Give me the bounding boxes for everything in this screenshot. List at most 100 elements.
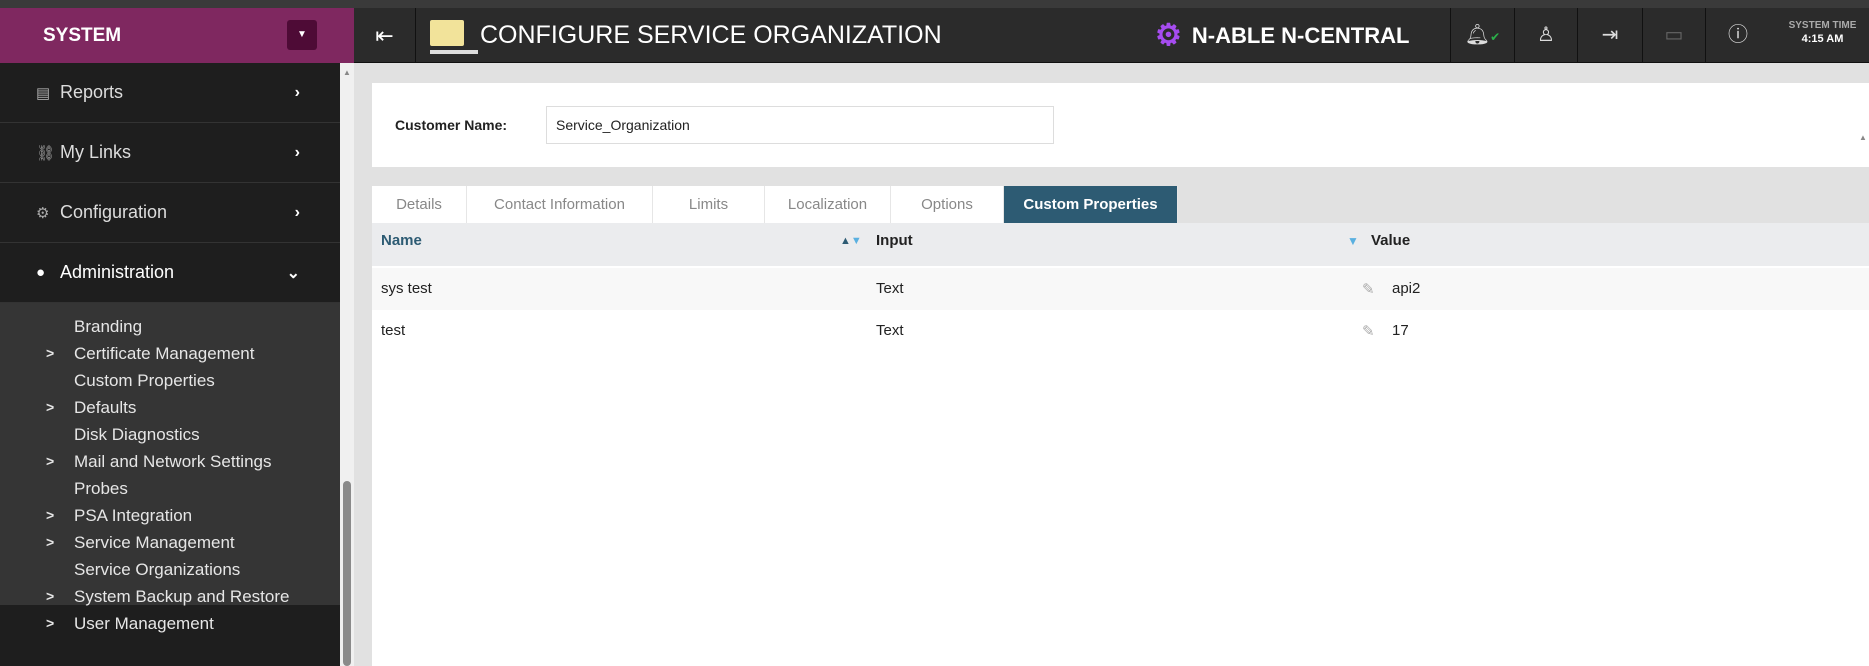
tab-bar: Details Contact Information Limits Local… bbox=[372, 186, 1178, 223]
sidebar-item-my-links[interactable]: ⛓ My Links › bbox=[0, 123, 340, 183]
folder-icon bbox=[430, 20, 478, 54]
submenu-item[interactable]: > Defaults bbox=[0, 394, 340, 421]
table-row: sys test Text ✎ api2 bbox=[372, 268, 1869, 310]
submenu-item-label: Disk Diagnostics bbox=[74, 425, 200, 444]
customer-panel: Customer Name: bbox=[372, 83, 1869, 167]
administration-submenu: Branding > Certificate Management Custom Pr… bbox=[0, 303, 340, 633]
edit-pencil-icon[interactable]: ✎ bbox=[1362, 281, 1375, 298]
tab-limits[interactable]: Limits bbox=[653, 186, 765, 223]
submenu-item-label: Service Management bbox=[74, 533, 235, 552]
submenu-item-label: Probes bbox=[74, 479, 128, 498]
submenu-item[interactable]: > PSA Integration bbox=[0, 502, 340, 529]
main-content: Customer Name: Details Contact Informati… bbox=[354, 63, 1869, 666]
column-header-name[interactable]: Name bbox=[381, 232, 422, 249]
submenu-item[interactable]: > System Backup and Restore bbox=[0, 583, 340, 610]
customer-name-input[interactable] bbox=[546, 106, 1054, 144]
submenu-item-label: Defaults bbox=[74, 398, 137, 417]
chevron-right-icon: > bbox=[46, 507, 55, 523]
chevron-down-icon: ⌄ bbox=[286, 264, 300, 282]
sidebar-scrollbar[interactable]: ▲ bbox=[340, 63, 354, 666]
cell-value[interactable]: 17 bbox=[1392, 322, 1409, 339]
user-icon: ● bbox=[36, 264, 46, 281]
table-header: Name ▲▼ Input ▼ Value bbox=[372, 223, 1869, 266]
sidebar-item-configuration[interactable]: ⚙ Configuration › bbox=[0, 183, 340, 243]
submenu-item-label: Mail and Network Settings bbox=[74, 452, 272, 471]
chevron-right-icon: › bbox=[294, 203, 300, 221]
tab-localization[interactable]: Localization bbox=[765, 186, 891, 223]
cell-value[interactable]: api2 bbox=[1392, 280, 1421, 297]
browser-strip bbox=[0, 0, 1869, 8]
chevron-right-icon: › bbox=[294, 83, 300, 101]
sidebar-item-label: Administration bbox=[60, 262, 175, 282]
submenu-item-label: System Backup and Restore bbox=[74, 587, 290, 606]
scroll-up-icon[interactable]: ▲ bbox=[343, 68, 351, 77]
sidebar-item-reports[interactable]: ▤ Reports › bbox=[0, 63, 340, 123]
sidebar-item-label: Reports bbox=[60, 82, 124, 102]
chevron-right-icon: > bbox=[46, 399, 55, 415]
submenu-item[interactable]: Branding bbox=[0, 313, 340, 340]
custom-properties-table: Name ▲▼ Input ▼ Value sys test Text ✎ ap… bbox=[372, 223, 1869, 666]
submenu-item-label: Certificate Management bbox=[74, 344, 255, 363]
sidebar-item-label: My Links bbox=[60, 142, 132, 162]
submenu-item-label: Custom Properties bbox=[74, 371, 215, 390]
cell-input: Text bbox=[876, 280, 904, 297]
content-scroll-up-icon[interactable]: ▲ bbox=[1859, 133, 1867, 142]
brand-logo: ⚙ N-ABLE N-CENTRAL bbox=[1155, 8, 1409, 63]
column-header-value[interactable]: Value bbox=[1371, 232, 1411, 249]
help-icon[interactable]: ⓘ bbox=[1705, 8, 1770, 63]
system-time-label: SYSTEM TIME bbox=[1788, 20, 1857, 31]
submenu-item-label: User Management bbox=[74, 614, 214, 633]
brand-gear-icon: ⚙ bbox=[1155, 19, 1182, 52]
submenu-item[interactable]: > Service Management bbox=[0, 529, 340, 556]
submenu-item[interactable]: Service Organizations bbox=[0, 556, 340, 583]
collapse-menu-icon[interactable]: ⇤ bbox=[354, 8, 416, 63]
gear-icon: ⚙ bbox=[36, 204, 50, 222]
chevron-right-icon: > bbox=[46, 588, 55, 604]
chevron-down-icon[interactable]: ▼ bbox=[287, 20, 317, 50]
link-icon: ⛓ bbox=[36, 144, 56, 162]
column-header-input[interactable]: Input bbox=[876, 232, 913, 249]
chevron-right-icon: > bbox=[46, 534, 55, 550]
page-title: CONFIGURE SERVICE ORGANIZATION bbox=[480, 21, 942, 49]
submenu-item[interactable]: > Mail and Network Settings bbox=[0, 448, 340, 475]
submenu-item-label: PSA Integration bbox=[74, 506, 193, 525]
alerts-bell-icon[interactable]: 🔔︎✔ bbox=[1450, 8, 1514, 63]
submenu-item-label: Service Organizations bbox=[74, 560, 241, 579]
sidebar-item-label: Configuration bbox=[60, 202, 168, 222]
tab-options[interactable]: Options bbox=[891, 186, 1004, 223]
chevron-right-icon: › bbox=[294, 143, 300, 161]
table-row: test Text ✎ 17 bbox=[372, 310, 1869, 352]
tab-details[interactable]: Details bbox=[372, 186, 467, 223]
logout-icon[interactable]: ⇥ bbox=[1577, 8, 1642, 63]
tab-contact-information[interactable]: Contact Information bbox=[467, 186, 653, 223]
submenu-item-label: Branding bbox=[74, 317, 143, 336]
submenu-item[interactable]: Disk Diagnostics bbox=[0, 421, 340, 448]
sidebar-item-administration[interactable]: ● Administration ⌄ bbox=[0, 243, 340, 303]
system-time: SYSTEM TIME 4:15 AM bbox=[1776, 20, 1869, 45]
submenu-item[interactable]: > Certificate Management bbox=[0, 340, 340, 367]
cell-input: Text bbox=[876, 322, 904, 339]
chevron-right-icon: > bbox=[46, 453, 55, 469]
system-time-value: 4:15 AM bbox=[1801, 33, 1844, 45]
tab-custom-properties[interactable]: Custom Properties bbox=[1004, 186, 1178, 223]
system-selector[interactable]: SYSTEM ▼ bbox=[0, 8, 354, 63]
report-icon: ▤ bbox=[36, 84, 51, 102]
chevron-right-icon: > bbox=[46, 345, 55, 361]
submenu-item[interactable]: Custom Properties bbox=[0, 367, 340, 394]
brand-name: N-ABLE N-CENTRAL bbox=[1191, 22, 1410, 48]
scrollbar-thumb[interactable] bbox=[343, 481, 351, 666]
user-icon[interactable]: ♙ bbox=[1514, 8, 1577, 63]
section-label: SYSTEM bbox=[43, 25, 122, 46]
edit-pencil-icon[interactable]: ✎ bbox=[1362, 323, 1375, 340]
filter-icon[interactable]: ▼ bbox=[1347, 234, 1359, 248]
top-bar: SYSTEM ▼ ⇤ CONFIGURE SERVICE ORGANIZATIO… bbox=[0, 8, 1869, 63]
sort-filter-icon[interactable]: ▲▼ bbox=[840, 235, 862, 247]
chevron-right-icon: > bbox=[46, 615, 55, 631]
submenu-item[interactable]: Probes bbox=[0, 475, 340, 502]
message-icon[interactable]: ▭ bbox=[1642, 8, 1705, 63]
sidebar: ▤ Reports › ⛓ My Links › ⚙ Configuration › ● Ad… bbox=[0, 63, 340, 666]
cell-name: sys test bbox=[381, 280, 432, 297]
cell-name: test bbox=[381, 322, 406, 339]
submenu-item[interactable]: > User Management bbox=[0, 610, 340, 637]
customer-name-label: Customer Name: bbox=[395, 117, 508, 133]
